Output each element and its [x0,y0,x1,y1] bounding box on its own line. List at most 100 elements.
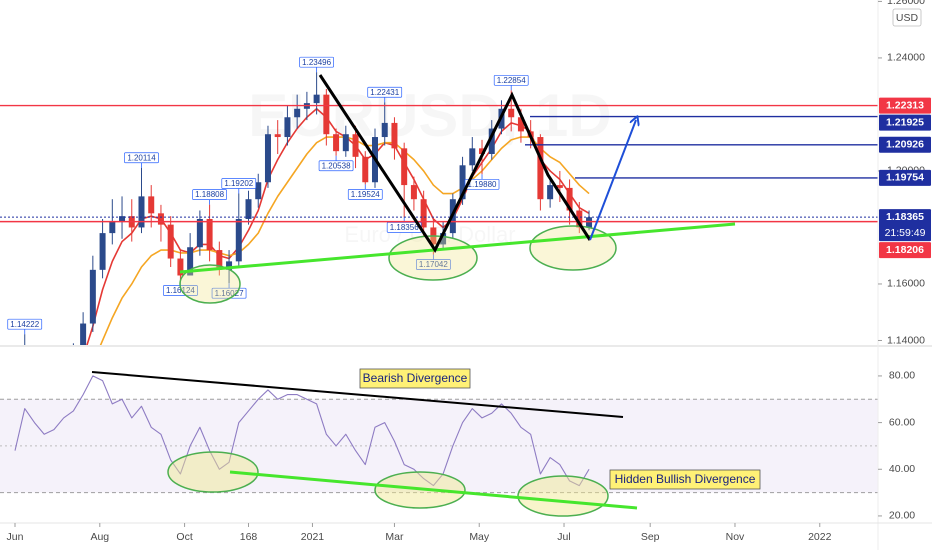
x-tick-label: 2021 [301,531,325,543]
moving-average [99,136,590,345]
currency-label: USD [896,12,919,24]
annotation-label: 1.20538 [322,161,351,170]
y-tick-label: 1.16000 [887,278,925,290]
note-box [609,469,761,490]
highlight-ellipse [167,451,259,493]
price-level-box [879,97,931,114]
annotation-label: 1.18356 [390,223,419,232]
annotation-box [7,318,43,330]
candle-body [410,185,417,200]
projection-arrow [589,120,636,241]
highlight-ellipse [529,225,617,271]
price-level-box [879,114,931,131]
x-tick-label: 2022 [808,531,832,543]
candle-body [508,108,515,118]
candle-body [119,216,126,222]
annotation-box [367,86,403,98]
x-tick-label: 168 [240,531,258,543]
y-tick-label: 1.24000 [887,52,925,64]
annotation-label: 1.17042 [419,260,448,269]
candle-body [556,185,563,188]
price-level-label: 1.18206 [886,244,924,256]
highlight-ellipse [388,235,478,281]
candle-body [138,196,145,228]
candle-body [274,134,281,138]
x-tick-label: Oct [176,531,192,543]
annotation-label: 1.23496 [302,58,331,67]
candle-body [342,134,349,152]
highlight-ellipse [517,475,609,517]
annotation-box [416,259,451,270]
candle-body [391,122,398,149]
candle-body [284,117,291,138]
price-level-box [879,169,931,186]
candle-body [89,269,96,324]
candle-body [80,323,87,345]
y-tick-label: 1.26000 [887,0,925,7]
pattern-trendline [318,74,592,254]
rsi-tick-label: 20.00 [889,510,915,522]
annotation-box [464,178,500,190]
price-level-label: 1.22313 [886,99,924,111]
annotation-box [318,160,354,172]
candle-body [479,148,486,154]
candle-body [226,261,233,270]
candle-body [264,134,271,183]
candle-body [469,148,476,166]
rsi-tick-label: 40.00 [889,463,915,475]
countdown-label: 21:59:49 [885,227,926,239]
candle-body [323,94,330,135]
annotation-label: 1.20114 [127,153,156,162]
annotation-box [299,56,334,68]
annotation-label: 1.16124 [166,286,195,295]
y-tick-label: 1.14000 [887,334,925,346]
price-level-label: 1.18365 [886,211,924,223]
candle-body [235,218,242,262]
annotation-box [221,178,257,189]
candle-body [206,218,213,251]
x-tick-label: Jul [557,531,570,543]
candle-body [381,122,388,138]
watermark: EURUSD, 1D [248,82,611,149]
candle-body [333,134,340,152]
moving-average [86,107,590,345]
candle-body [313,94,320,104]
candle-body [167,224,174,259]
annotation-label: 1.19202 [224,179,253,188]
candle-body [216,250,223,270]
candle-body [440,233,447,245]
x-tick-label: Aug [90,531,109,543]
note-text: Bearish Divergence [363,371,468,385]
highlight-ellipse [179,264,241,304]
bullish-divergence-line [229,470,638,510]
annotation-box [493,74,529,86]
candle-body [109,221,116,234]
annotation-label: 1.16027 [215,289,244,298]
candle-body [537,137,544,200]
candle-body [459,165,466,200]
candle-body [586,217,593,228]
x-tick-label: May [469,531,490,543]
annotation-label: 1.18808 [195,190,224,199]
candle-body [362,156,369,183]
candle-body [148,196,155,214]
annotation-box [192,189,227,200]
note-box [359,368,471,389]
rsi-line [14,375,590,487]
candle-body [547,185,554,200]
candle-body [255,182,262,200]
annotation-label: 1.14222 [10,320,39,329]
x-tick-label: Mar [385,531,404,543]
bearish-divergence-line [91,371,624,418]
candle-body [352,134,359,157]
candle-body [566,187,573,211]
support-trendline [179,222,736,274]
annotation-box [124,152,159,164]
x-tick-label: Sep [641,531,660,543]
annotation-label: 1.22431 [370,88,399,97]
candle-body [99,233,106,270]
candle-body [177,258,184,276]
axes: USD 1.260001.240001.200001.160001.140002… [7,0,931,543]
